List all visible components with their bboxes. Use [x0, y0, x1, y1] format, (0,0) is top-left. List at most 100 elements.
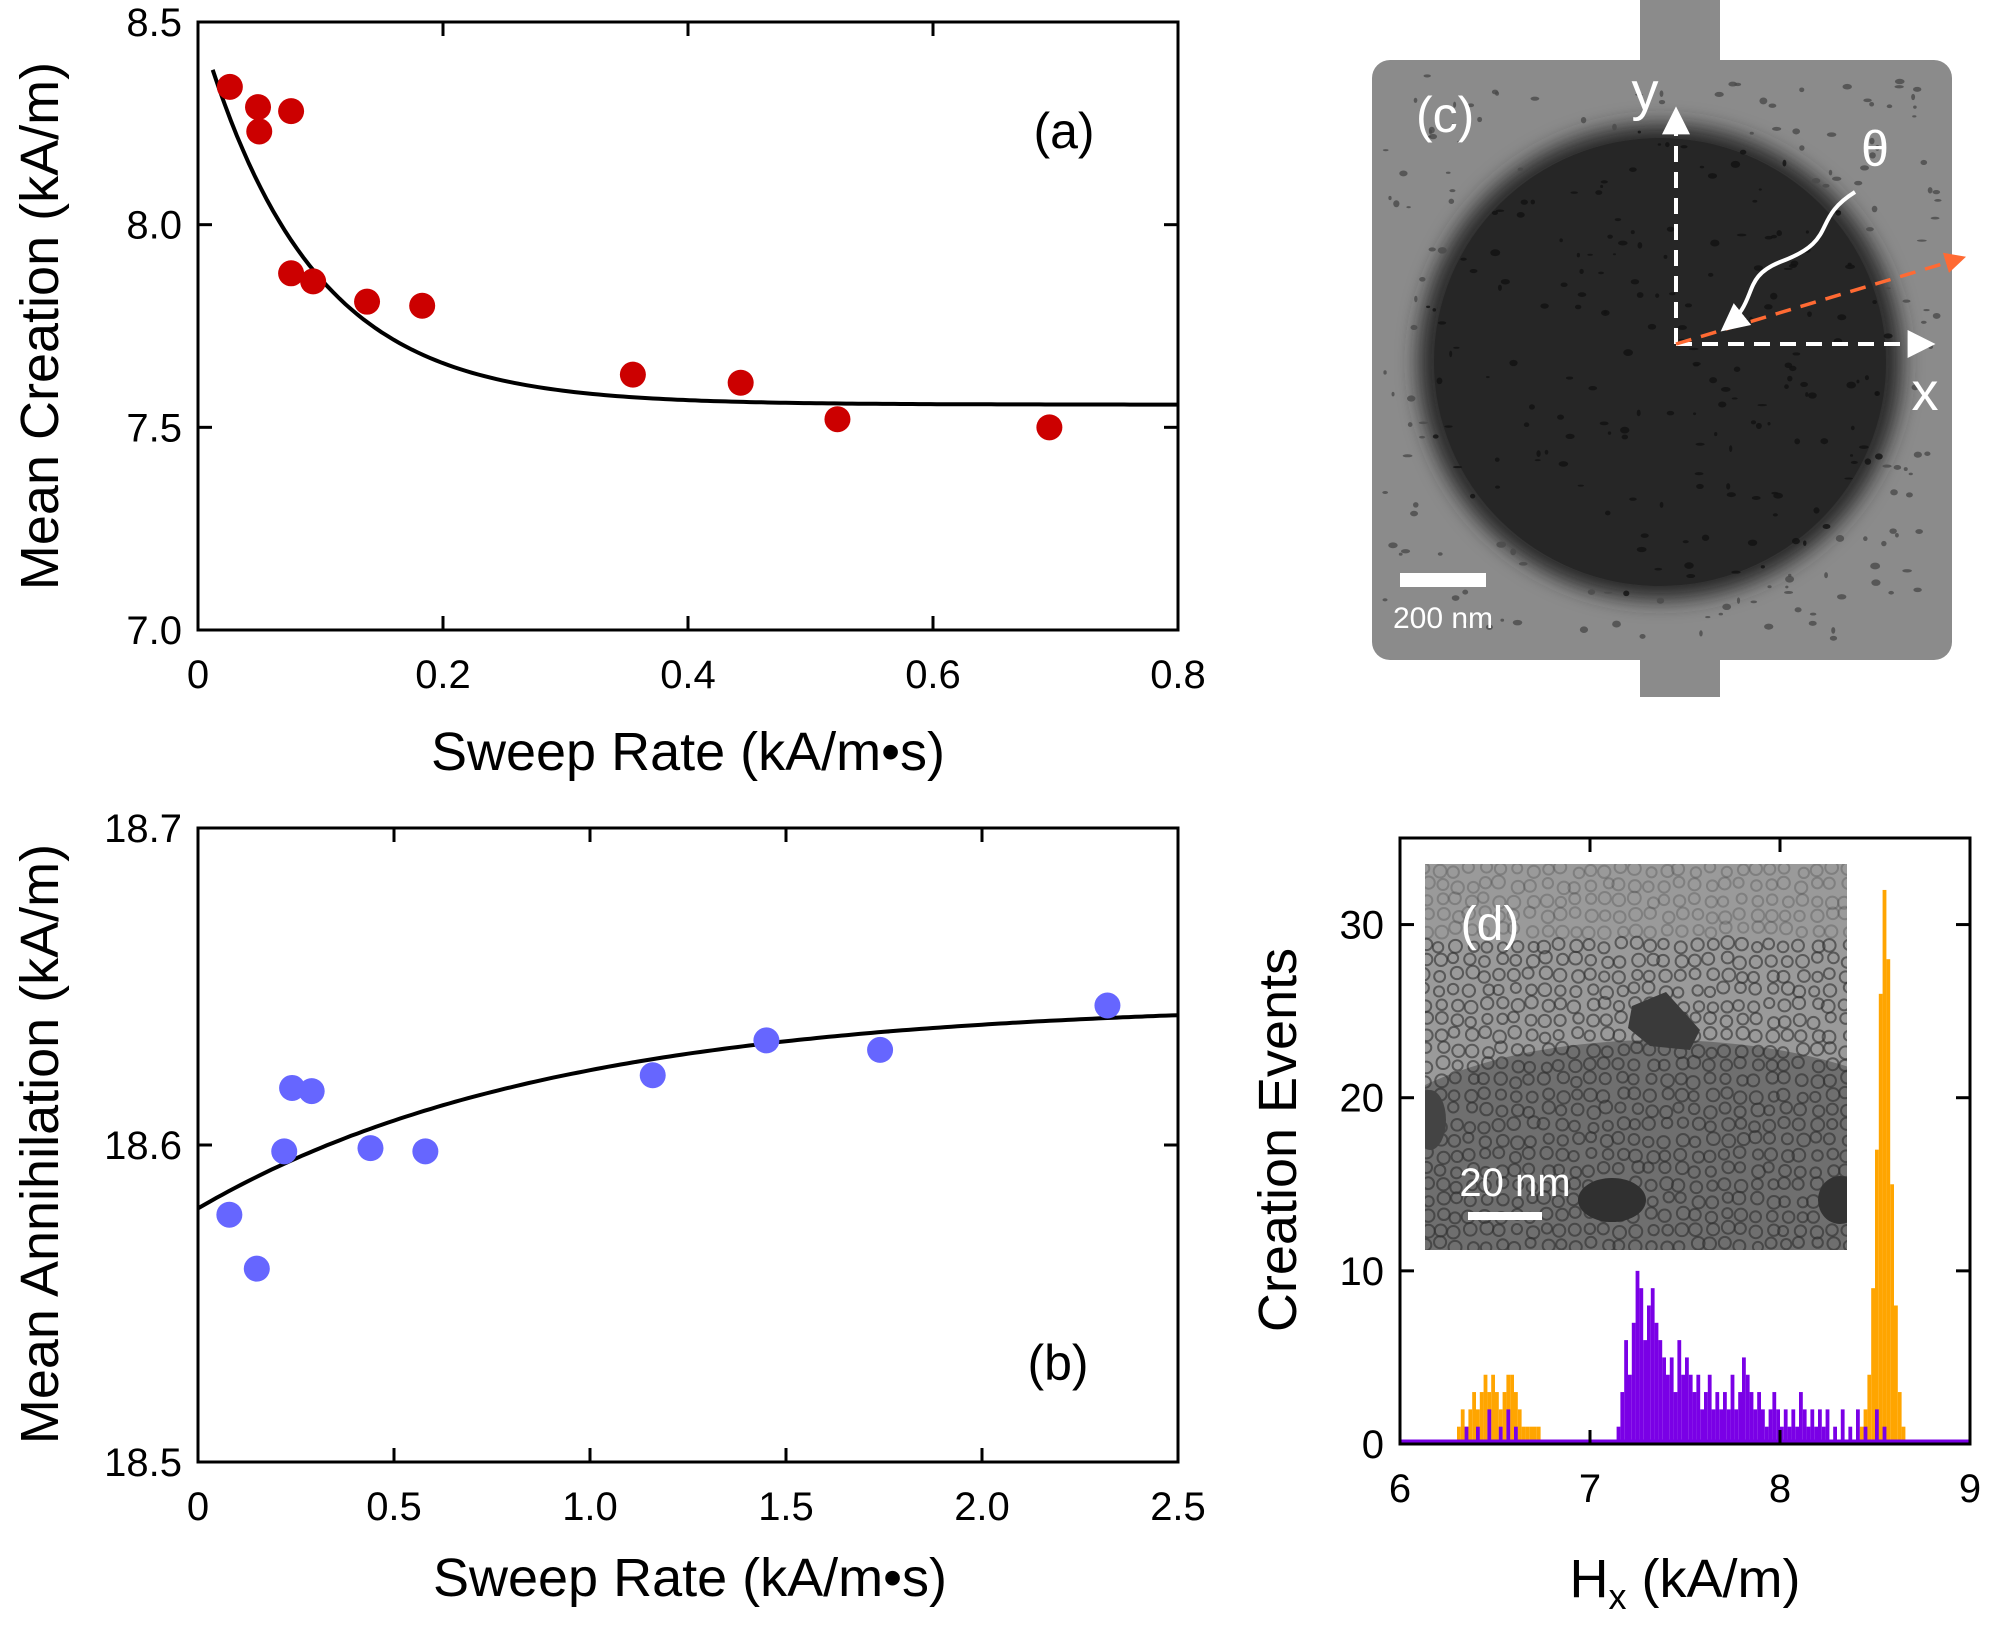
histogram-bar-purple [1848, 1426, 1853, 1444]
histogram-bar-purple [1711, 1409, 1716, 1444]
histogram-bar-purple [1669, 1357, 1674, 1444]
lead-bottom [1640, 650, 1720, 697]
y-tick-label: 30 [1340, 904, 1385, 948]
histogram-bar-purple [1742, 1357, 1746, 1444]
x-axis-label: Hx (kA/m) [1570, 1549, 1801, 1617]
angle-label: θ [1861, 121, 1889, 177]
histogram-bar-orange [1506, 1374, 1511, 1444]
histogram-bar-purple [1738, 1392, 1742, 1444]
histogram-bar-orange [1878, 993, 1883, 1444]
y-tick-label: 20 [1340, 1077, 1385, 1121]
data-point [639, 1062, 666, 1089]
histogram-bar-purple [1715, 1392, 1720, 1444]
inset-scale-label: 20 nm [1459, 1161, 1570, 1205]
data-point [1036, 414, 1063, 441]
inset-label: (d) [1461, 898, 1520, 951]
histogram-bar-purple [1677, 1340, 1682, 1444]
histogram-bar-purple [1810, 1409, 1815, 1444]
x-tick-label: 0.4 [660, 653, 716, 697]
y-axis-label: Creation Events [1248, 948, 1308, 1332]
panel-a: 0 0.2 0.4 0.6 0.8 7.0 7.5 8.0 8.5 (a) Sweep Rate… [10, 1, 1206, 782]
x-tick-label: 2.0 [954, 1485, 1010, 1529]
histogram-bar-purple [1776, 1409, 1780, 1444]
histogram-bar-purple [1783, 1409, 1788, 1444]
x-tick-label: 0.2 [415, 653, 471, 697]
histogram-bar-purple [1616, 1426, 1621, 1444]
axis-x-label: x [1912, 362, 1939, 422]
data-point [824, 406, 851, 433]
y-tick-label: 7.5 [126, 406, 182, 450]
histogram-bar-purple [1764, 1426, 1769, 1444]
histogram-bar-orange [1510, 1374, 1514, 1444]
histogram-bar-purple [1882, 1426, 1887, 1444]
histogram-bar-purple [1780, 1426, 1784, 1444]
histogram-bar-purple [1802, 1409, 1807, 1444]
histogram-bar-purple [1696, 1374, 1701, 1444]
histogram-bar-purple [1673, 1392, 1678, 1444]
histogram-bar-purple [1726, 1409, 1731, 1444]
x-tick-label: 0 [187, 653, 209, 697]
histogram-bar-purple [1749, 1392, 1754, 1444]
histogram-bar-orange [1491, 1374, 1495, 1444]
histogram-bar-orange [1514, 1392, 1518, 1444]
histogram-bar-purple [1654, 1322, 1659, 1444]
y-tick-label: 0 [1362, 1423, 1384, 1467]
x-tick-label: 0.8 [1150, 653, 1206, 697]
field-direction-arrow [1675, 252, 1967, 346]
histogram-bar-orange [1875, 1149, 1879, 1444]
histogram-bar-purple [1635, 1270, 1640, 1444]
y-tick-label: 10 [1340, 1250, 1385, 1294]
data-point [271, 1138, 298, 1165]
data-point [246, 118, 273, 145]
histogram-bar-purple [1624, 1340, 1628, 1444]
lead-top [1640, 0, 1720, 70]
histogram-bar-purple [1643, 1340, 1647, 1444]
histogram-bar-orange [1886, 959, 1891, 1444]
histogram-bar-purple [1464, 1426, 1469, 1444]
data-point [1094, 992, 1121, 1019]
histogram-bar-purple [1631, 1322, 1636, 1444]
scale-bar-label: 200 nm [1393, 602, 1493, 635]
y-tick-label: 18.6 [104, 1124, 182, 1168]
x-tick-label: 6 [1389, 1467, 1411, 1511]
histogram-bar-purple [1514, 1426, 1518, 1444]
x-tick-label: 8 [1769, 1467, 1791, 1511]
histogram-bar-purple [1620, 1392, 1625, 1444]
histogram-bar-purple [1825, 1409, 1830, 1444]
plot-frame [1398, 836, 1972, 1446]
histogram-bar-orange [1901, 1426, 1906, 1444]
y-tick-label: 7.0 [126, 609, 182, 653]
data-point [278, 98, 305, 125]
histogram-bar-purple [1791, 1409, 1796, 1444]
scale-bar [1400, 573, 1486, 587]
histogram-bar-orange [1859, 1426, 1864, 1444]
histogram-bar-purple [1787, 1426, 1792, 1444]
histogram-bar-purple [1730, 1374, 1735, 1444]
data-point [216, 1201, 243, 1228]
histogram-bar-orange [1871, 1288, 1875, 1444]
data-point [278, 260, 305, 287]
y-tick-label: 18.5 [104, 1441, 182, 1485]
data-point [753, 1027, 780, 1054]
histogram-bar-purple [1688, 1374, 1693, 1444]
x-tick-label: 0.6 [905, 653, 961, 697]
histogram-bar-purple [1647, 1305, 1651, 1444]
histogram-bar-purple [1685, 1357, 1689, 1444]
data-point [300, 268, 327, 295]
histogram-bar-purple [1753, 1409, 1758, 1444]
x-tick-label: 1.0 [562, 1485, 618, 1529]
histogram-bar-orange [1536, 1426, 1541, 1444]
histogram-bar-purple [1639, 1288, 1644, 1444]
data-point [867, 1036, 894, 1063]
x-axis-label: Sweep Rate (kA/m•s) [433, 1548, 947, 1608]
histogram-bar-purple [1757, 1392, 1761, 1444]
x-tick-label: 1.5 [758, 1485, 814, 1529]
histogram-bar-orange [1525, 1426, 1530, 1444]
histogram-bar-purple [1772, 1392, 1777, 1444]
histogram-bar-purple [1799, 1392, 1803, 1444]
data-point [727, 369, 754, 396]
histogram-bar-purple [1666, 1374, 1670, 1444]
histogram-bar-purple [1734, 1409, 1739, 1444]
data-point [357, 1135, 384, 1162]
